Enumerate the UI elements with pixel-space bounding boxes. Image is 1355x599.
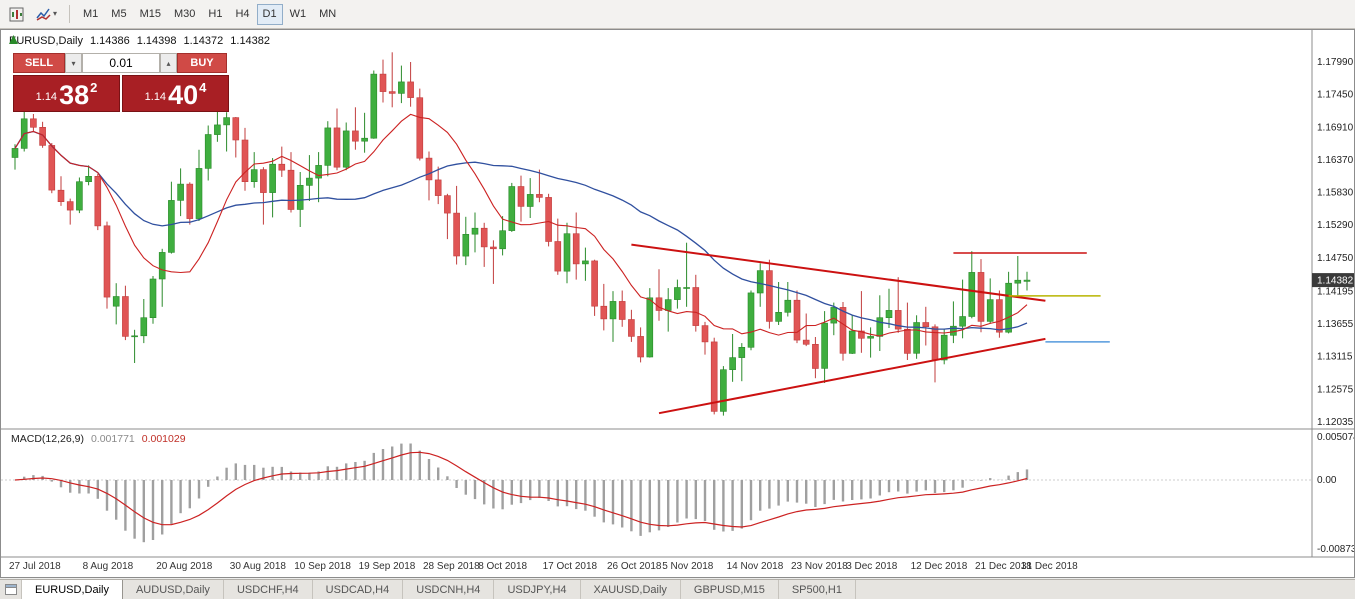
volume-up-button[interactable]: ▴ <box>160 53 177 73</box>
chart-svg[interactable]: 1.17990 1.17450 1.16910 1.16370 1.15830 1.152… <box>1 30 1354 577</box>
buy-price-button[interactable]: 1.14 40 4 <box>122 75 229 112</box>
timeframe-m1-button[interactable]: M1 <box>83 8 99 20</box>
svg-text:30 Aug 2018: 30 Aug 2018 <box>230 561 287 572</box>
caret-up-icon: ▴ <box>166 58 171 68</box>
svg-text:12 Dec 2018: 12 Dec 2018 <box>911 561 968 572</box>
ma-fast-line <box>14 113 1028 337</box>
chart-tab[interactable]: AUDUSD,Daily <box>123 580 224 599</box>
sell-button[interactable]: SELL <box>13 53 65 73</box>
timeframe-m15-button[interactable]: M15 <box>139 8 161 20</box>
sell-price-big: 38 <box>59 80 90 111</box>
chart-tab[interactable]: EURUSD,Daily <box>22 580 123 599</box>
svg-text:1.17990: 1.17990 <box>1317 57 1354 68</box>
chart-tab[interactable]: USDCNH,H4 <box>403 580 495 599</box>
svg-text:19 Sep 2018: 19 Sep 2018 <box>359 561 416 572</box>
svg-text:8 Aug 2018: 8 Aug 2018 <box>83 561 134 572</box>
chart-tab[interactable]: GBPUSD,M15 <box>681 580 779 599</box>
caret-down-icon: ▾ <box>53 9 58 18</box>
timeframe-h1-button[interactable]: H1 <box>208 8 223 20</box>
svg-text:27 Jul 2018: 27 Jul 2018 <box>9 561 61 572</box>
indicators-button[interactable]: ▾ <box>31 3 62 25</box>
svg-text:31 Dec 2018: 31 Dec 2018 <box>1021 561 1078 572</box>
svg-text:0.00: 0.00 <box>1317 475 1337 486</box>
svg-text:1.16370: 1.16370 <box>1317 155 1354 166</box>
svg-text:1.15830: 1.15830 <box>1317 188 1354 199</box>
chart-type-button[interactable] <box>4 3 29 25</box>
svg-text:1.16910: 1.16910 <box>1317 122 1354 133</box>
one-click-trading-panel: SELL ▾ ▴ BUY 1.14 38 2 1.14 40 <box>13 53 231 112</box>
chart-tab-bar: EURUSD,Daily AUDUSD,Daily USDCHF,H4 USDCAD,… <box>0 579 1355 599</box>
trendline <box>658 337 1046 415</box>
symbol-label: EURUSD,Daily <box>9 35 83 47</box>
svg-text:1.13655: 1.13655 <box>1317 319 1354 330</box>
sell-price-sup: 2 <box>90 80 98 95</box>
macd-signal-line <box>14 451 1028 528</box>
svg-text:28 Sep 2018: 28 Sep 2018 <box>423 561 480 572</box>
volume-dropdown-button[interactable]: ▾ <box>65 53 82 73</box>
svg-text:23 Nov 2018: 23 Nov 2018 <box>791 561 848 572</box>
tabs-container: EURUSD,Daily AUDUSD,Daily USDCHF,H4 USDCAD,… <box>22 580 856 599</box>
high-value: 1.14398 <box>136 35 177 47</box>
timeframe-h4-button[interactable]: H4 <box>235 8 250 20</box>
macd-main-value: 0.001771 <box>90 433 135 445</box>
ma-slow-line <box>14 130 1028 331</box>
svg-text:3 Dec 2018: 3 Dec 2018 <box>846 561 898 572</box>
svg-text:1.14195: 1.14195 <box>1317 286 1354 297</box>
timeframe-mn-button[interactable]: MN <box>319 8 337 20</box>
svg-text:14 Nov 2018: 14 Nov 2018 <box>727 561 784 572</box>
macd-label: MACD(12,26,9) <box>11 433 84 445</box>
volume-input[interactable] <box>82 53 160 73</box>
current-price-badge <box>1312 273 1354 288</box>
svg-text:10 Sep 2018: 10 Sep 2018 <box>294 561 351 572</box>
svg-text:20 Aug 2018: 20 Aug 2018 <box>156 561 213 572</box>
chart-tab[interactable]: USDJPY,H4 <box>494 580 581 599</box>
svg-text:5 Nov 2018: 5 Nov 2018 <box>662 561 714 572</box>
ohlc-header: EURUSD,Daily 1.14386 1.14398 1.14372 1.1… <box>9 35 270 47</box>
buy-price-prefix: 1.14 <box>144 91 167 103</box>
svg-text:1.12575: 1.12575 <box>1317 384 1354 395</box>
indicators-icon <box>36 8 51 21</box>
timeframe-w1-button[interactable]: W1 <box>289 8 307 20</box>
svg-text:1.14750: 1.14750 <box>1317 253 1354 264</box>
chart-tab[interactable]: SP500,H1 <box>779 580 856 599</box>
buy-price-sup: 4 <box>199 80 207 95</box>
svg-text:-0.00873: -0.00873 <box>1317 544 1354 555</box>
chart-window: 1.17990 1.17450 1.16910 1.16370 1.15830 1.152… <box>0 29 1355 578</box>
svg-text:1.15290: 1.15290 <box>1317 220 1354 231</box>
macd-signal-value: 0.001029 <box>141 433 186 445</box>
timeframe-toolbar: M1 M5 M15 M30 H1 H4 D1 W1 MN <box>77 3 342 25</box>
chart-type-icon <box>9 7 24 21</box>
trendline <box>631 243 1046 302</box>
top-toolbar: ▾ M1 M5 M15 M30 H1 H4 D1 W1 MN <box>0 0 1355 29</box>
chart-tab[interactable]: XAUUSD,Daily <box>581 580 681 599</box>
sell-price-button[interactable]: 1.14 38 2 <box>13 75 120 112</box>
svg-text:8 Oct 2018: 8 Oct 2018 <box>478 561 527 572</box>
timeframe-m5-button[interactable]: M5 <box>111 8 127 20</box>
chart-tab[interactable]: USDCHF,H4 <box>224 580 313 599</box>
toolbar-separator <box>69 5 71 23</box>
chart-tab[interactable]: USDCAD,H4 <box>313 580 404 599</box>
symbol-arrow-icon <box>9 35 18 44</box>
svg-text:1.17450: 1.17450 <box>1317 90 1354 101</box>
macd-header: MACD(12,26,9) 0.001771 0.001029 <box>11 433 186 445</box>
timeframe-d1-button[interactable]: D1 <box>256 3 283 25</box>
svg-text:26 Oct 2018: 26 Oct 2018 <box>607 561 662 572</box>
svg-text:1.12035: 1.12035 <box>1317 417 1354 428</box>
buy-price-big: 40 <box>168 80 199 111</box>
timeframe-m30-button[interactable]: M30 <box>173 8 196 20</box>
low-value: 1.14372 <box>183 35 224 47</box>
window-icon <box>0 580 22 599</box>
buy-button[interactable]: BUY <box>177 53 227 73</box>
svg-text:1.13115: 1.13115 <box>1317 352 1353 363</box>
svg-text:17 Oct 2018: 17 Oct 2018 <box>543 561 598 572</box>
svg-text:1.14382: 1.14382 <box>1317 276 1354 287</box>
svg-text:21 Dec 2018: 21 Dec 2018 <box>975 561 1032 572</box>
macd-histogram <box>23 443 1029 543</box>
sell-price-prefix: 1.14 <box>35 91 58 103</box>
svg-text:0.005074: 0.005074 <box>1317 432 1354 443</box>
open-value: 1.14386 <box>89 35 130 47</box>
caret-down-icon: ▾ <box>71 58 76 68</box>
close-value: 1.14382 <box>230 35 271 47</box>
